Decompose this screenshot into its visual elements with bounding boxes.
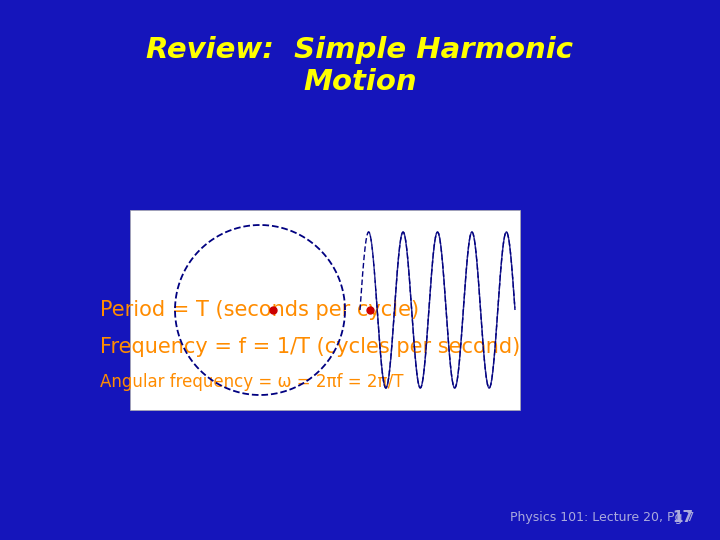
Text: Period = T (seconds per cycle): Period = T (seconds per cycle) xyxy=(100,300,419,320)
Text: Angular frequency = ω = 2πf = 2π/T: Angular frequency = ω = 2πf = 2π/T xyxy=(100,373,403,391)
Text: Motion: Motion xyxy=(303,68,417,96)
Text: Physics 101: Lecture 20, Pg 7: Physics 101: Lecture 20, Pg 7 xyxy=(510,511,695,524)
Text: Review:  Simple Harmonic: Review: Simple Harmonic xyxy=(146,36,574,64)
Text: 17: 17 xyxy=(672,510,693,525)
Text: Frequency = f = 1/T (cycles per second): Frequency = f = 1/T (cycles per second) xyxy=(100,337,521,357)
Bar xyxy=(130,210,520,410)
